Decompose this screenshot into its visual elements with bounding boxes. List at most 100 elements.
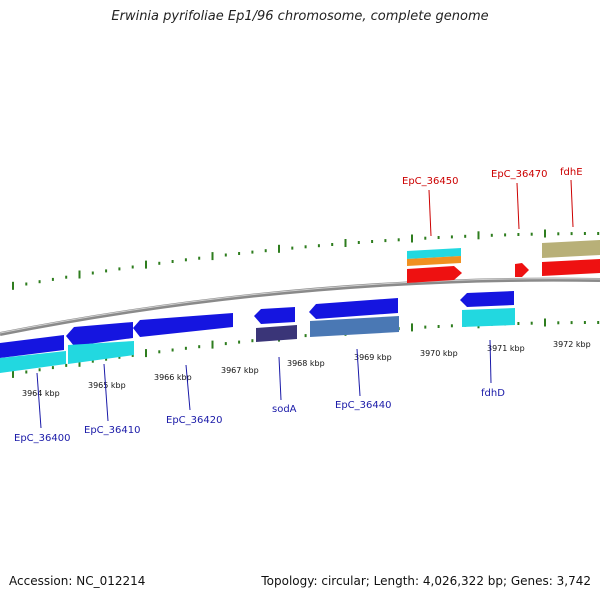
- scale-tick: [411, 323, 413, 332]
- gene-label-EpC_36440[interactable]: EpC_36440: [335, 400, 391, 411]
- scale-tick: [544, 318, 546, 327]
- scale-tick: [331, 243, 334, 246]
- scale-tick: [78, 270, 81, 279]
- scale-tick: [544, 229, 546, 238]
- genome-summary-text: Topology: circular; Length: 4,026,322 bp…: [261, 574, 591, 588]
- scale-tick: [184, 258, 187, 262]
- scale-tick: [291, 246, 294, 250]
- scale-tick: [477, 231, 480, 240]
- scale-tick: [450, 324, 453, 328]
- scale-tick: [450, 235, 453, 239]
- kbp-label: 3964 kbp: [22, 389, 60, 398]
- gene-label-fdhE[interactable]: fdhE: [560, 167, 583, 178]
- map-title: Erwinia pyrifoliae Ep1/96 chromosome, co…: [111, 9, 489, 24]
- scale-tick: [12, 281, 14, 290]
- scale-tick: [171, 260, 174, 263]
- scale-tick: [384, 239, 387, 243]
- scale-tick: [530, 321, 533, 325]
- forward-gene-fdhE[interactable]: [542, 240, 600, 276]
- scale-tick: [145, 349, 147, 358]
- gene-label-sodA[interactable]: sodA: [272, 404, 297, 415]
- scale-tick: [12, 369, 14, 378]
- scale-tick: [424, 236, 427, 240]
- accession-text: Accession: NC_012214: [9, 574, 146, 588]
- gene-label-fdhD[interactable]: fdhD: [481, 388, 505, 399]
- scale-tick: [25, 370, 28, 374]
- scale-tick: [91, 359, 94, 363]
- forward-gene-EpC_36450[interactable]: [407, 248, 462, 283]
- scale-tick: [198, 345, 201, 349]
- chromosome-backbone: [0, 277, 600, 336]
- scale-tick: [158, 261, 161, 265]
- scale-tick: [304, 334, 307, 338]
- scale-tick: [357, 241, 360, 244]
- scale-tick: [437, 236, 440, 239]
- scale-tick: [131, 265, 134, 269]
- scale-tick: [171, 348, 174, 352]
- reverse-gene-EpC_36440[interactable]: [309, 298, 399, 337]
- scale-tick: [118, 267, 121, 271]
- scale-tick: [38, 368, 41, 372]
- scale-tick: [517, 322, 520, 325]
- scale-tick: [530, 232, 533, 236]
- scale-tick: [490, 233, 493, 237]
- reverse-gene-EpC_36410[interactable]: [66, 322, 134, 364]
- scale-tick: [105, 357, 108, 361]
- forward-strand-ticks: [12, 229, 600, 290]
- scale-tick: [504, 233, 507, 237]
- scale-tick: [517, 233, 520, 236]
- forward-gene-EpC_36470[interactable]: [515, 263, 529, 277]
- gene-label-EpC_36470[interactable]: EpC_36470: [491, 169, 547, 180]
- kbp-label: 3970 kbp: [420, 349, 458, 358]
- kbp-label: 3971 kbp: [487, 344, 525, 353]
- scale-tick: [158, 350, 161, 354]
- scale-tick: [65, 275, 68, 279]
- scale-tick: [238, 252, 241, 255]
- kbp-label: 3965 kbp: [88, 381, 126, 390]
- scale-tick: [51, 366, 54, 370]
- scale-tick: [251, 250, 254, 254]
- gene-label-EpC_36420[interactable]: EpC_36420: [166, 415, 222, 426]
- scale-tick: [251, 339, 254, 343]
- scale-tick: [570, 321, 573, 325]
- scale-tick: [105, 269, 108, 273]
- scale-tick: [464, 234, 467, 238]
- gene-label-EpC_36400[interactable]: EpC_36400: [14, 433, 70, 444]
- scale-tick: [437, 325, 440, 328]
- scale-tick: [278, 244, 280, 253]
- kbp-label: 3967 kbp: [221, 366, 259, 375]
- gene-label-EpC_36450[interactable]: EpC_36450: [402, 176, 458, 187]
- scale-tick: [25, 282, 28, 286]
- scale-tick: [184, 346, 187, 350]
- scale-tick: [597, 232, 600, 235]
- scale-tick: [371, 240, 374, 243]
- reverse-gene-EpC_36420[interactable]: [133, 313, 233, 337]
- kbp-label: 3968 kbp: [287, 359, 325, 368]
- scale-tick: [211, 252, 214, 261]
- scale-tick: [145, 260, 147, 269]
- scale-tick: [224, 253, 227, 257]
- scale-tick: [344, 239, 347, 247]
- scale-tick: [317, 244, 320, 248]
- scale-tick: [78, 358, 81, 367]
- kbp-label: 3972 kbp: [553, 340, 591, 349]
- scale-tick: [65, 363, 68, 367]
- reverse-gene-EpC_36400[interactable]: [0, 335, 66, 373]
- scale-tick: [583, 232, 586, 235]
- gene-label-EpC_36410[interactable]: EpC_36410: [84, 425, 140, 436]
- scale-tick: [38, 280, 41, 284]
- reverse-gene-fdhD[interactable]: [460, 291, 515, 327]
- scale-tick: [583, 321, 586, 324]
- scale-tick: [304, 245, 307, 249]
- scale-tick: [118, 355, 121, 359]
- scale-tick: [131, 353, 134, 357]
- scale-tick: [264, 249, 267, 253]
- scale-tick: [51, 277, 54, 281]
- reverse-gene-sodA[interactable]: [254, 307, 297, 342]
- scale-tick: [211, 340, 214, 349]
- kbp-label: 3969 kbp: [354, 353, 392, 362]
- scale-tick: [424, 325, 427, 329]
- scale-tick: [557, 232, 560, 236]
- chromosome-backbone-highlight: [0, 278, 600, 334]
